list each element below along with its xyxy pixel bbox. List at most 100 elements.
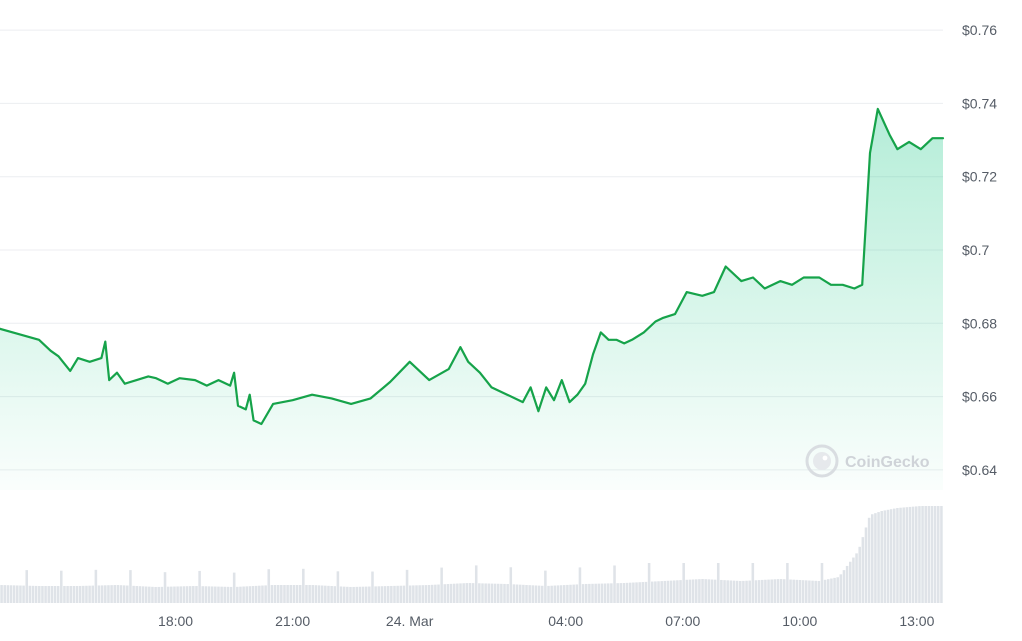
volume-bar [440,567,443,603]
volume-bar [808,580,811,603]
volume-bar [346,586,349,603]
volume-bar [707,579,711,603]
volume-bar [930,506,934,603]
volume-bar [28,585,32,603]
volume-bar [113,585,117,603]
volume-bar [896,507,899,603]
volume-bar [386,586,390,603]
volume-bar [842,570,846,603]
coingecko-watermark: CoinGecko [805,444,930,478]
volume-bar [789,579,792,603]
volume-bar [566,584,569,603]
volume-bar [311,585,315,603]
volume-bar [408,585,412,603]
volume-bar [833,577,836,603]
volume-bar [792,579,795,603]
volume-bar [654,581,657,603]
volume-bar [50,586,54,603]
volume-bar [308,585,311,603]
volume-bar [496,583,500,603]
volume-bar [72,586,76,603]
volume-bar [628,582,632,603]
volume-bar [537,585,541,603]
volume-bar [729,580,733,603]
volume-bar [698,579,701,603]
volume-bar [556,585,560,603]
volume-bar [830,578,833,603]
volume-bar [597,583,601,603]
volume-bar [349,586,352,603]
volume-bar [562,585,566,603]
volume-bar [421,585,425,603]
volume-bar [31,585,35,603]
volume-bar [569,584,572,603]
watermark-text: CoinGecko [845,454,930,471]
volume-bar [867,517,871,603]
volume-bar [606,583,610,603]
volume-bar [75,586,79,603]
volume-bar [182,586,186,603]
volume-bar [726,580,729,603]
volume-bar [210,586,214,603]
volume-bar [911,506,915,603]
volume-bar [468,583,472,603]
volume-bar [776,579,780,603]
volume-bar [883,510,887,603]
volume-bar [751,563,755,603]
volume-bar [424,585,428,603]
volume-bar [192,586,195,603]
volume-bar [298,585,302,603]
volume-bar [663,580,667,603]
volume-bar [471,583,475,603]
volume-bar [355,586,359,603]
volume-bar [157,586,161,603]
volume-bar [85,585,88,603]
volume-bar [327,585,330,603]
volume-bar [732,580,736,603]
volume-bar [317,585,321,603]
volume-bar [34,585,38,603]
volume-bar [713,579,717,603]
volume-bar [236,586,239,603]
volume-bar [679,580,682,603]
volume-bar [575,584,579,603]
volume-bar [251,586,255,603]
volume-bar [16,585,19,603]
volume-bar [160,586,164,603]
volume-bar [490,583,494,603]
volume-bar [452,583,456,603]
volume-bar [361,586,365,603]
volume-bar [364,586,368,603]
volume-bar [704,579,707,603]
volume-bar [465,583,469,603]
volume-bar [267,569,271,603]
volume-bar [358,586,362,603]
volume-bar [126,585,129,603]
volume-bar [940,506,943,603]
volume-bar [600,583,604,603]
y-tick-label: $0.68 [962,315,997,331]
volume-bar [474,565,478,603]
volume-bar [116,585,120,603]
volume-bar [415,585,418,603]
volume-bar [198,570,201,603]
volume-bar [399,585,403,603]
volume-bar [915,506,918,603]
volume-bar [933,506,937,603]
volume-bar [528,585,531,603]
volume-bar [456,583,459,603]
volume-bar [412,585,415,603]
volume-bar [622,583,626,603]
volume-bar [462,583,465,603]
volume-bar [107,585,110,603]
volume-bar [924,506,927,603]
volume-bar [735,580,739,603]
y-tick-label: $0.76 [962,22,997,38]
volume-bar [676,580,679,603]
volume-bar [559,585,563,603]
volume-bar [905,507,909,603]
volume-bar [88,585,91,603]
volume-bar [170,586,173,603]
volume-bar [657,581,660,603]
volume-bar [644,581,648,603]
